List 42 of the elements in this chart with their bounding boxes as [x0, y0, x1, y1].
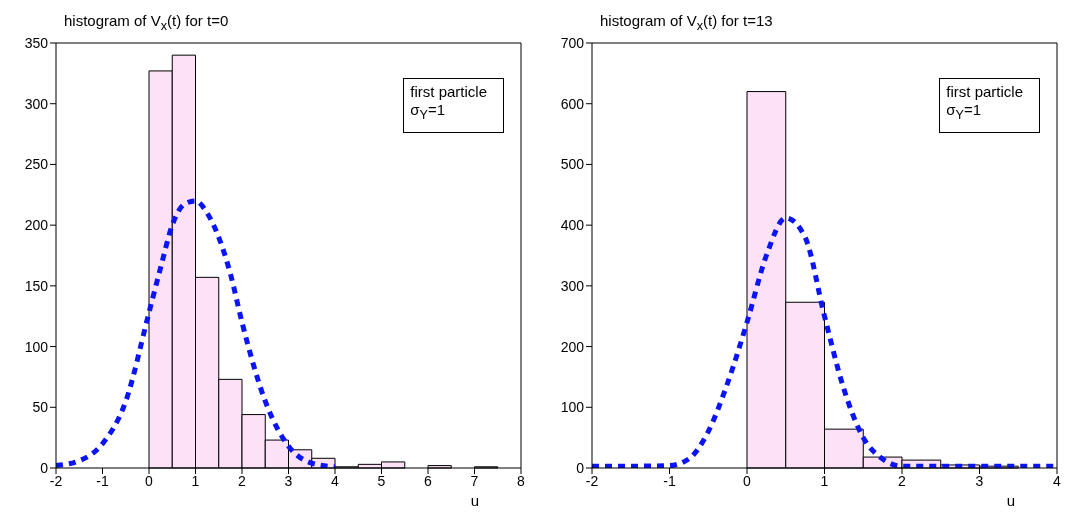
x-tick-label: -2	[585, 472, 599, 489]
y-tick-label: 200	[560, 338, 585, 355]
x-tick-label: -1	[96, 472, 109, 489]
y-tick-label: 100	[560, 399, 585, 416]
x-tick-label: 5	[377, 472, 386, 489]
y-tick-label: 400	[560, 217, 585, 234]
x-tick-label: 3	[284, 472, 293, 489]
x-tick-label: 1	[820, 472, 829, 489]
x-tick-label: 4	[331, 472, 340, 489]
x-tick-label: 3	[975, 472, 984, 489]
x-tick-label: -1	[663, 472, 676, 489]
x-tick-label: 4	[1053, 472, 1062, 489]
y-tick-label: 350	[24, 34, 49, 51]
annotation: σ$_{Y}$=1	[946, 101, 983, 124]
x-axis-title: u	[470, 492, 479, 509]
y-tick-label: 150	[24, 277, 49, 294]
y-tick-label: 300	[24, 95, 49, 112]
x-tick-label: 0	[145, 472, 154, 489]
y-tick-label: 0	[40, 459, 49, 476]
annotation: first particle	[410, 83, 487, 101]
y-tick-label: 300	[560, 277, 585, 294]
y-tick-label: 200	[24, 217, 49, 234]
annotation: first particle	[946, 83, 1023, 101]
y-tick-label: 50	[32, 399, 49, 416]
y-tick-label: 250	[24, 156, 49, 173]
x-tick-label: -2	[49, 472, 63, 489]
y-tick-label: 600	[560, 95, 585, 112]
y-tick-label: 0	[576, 459, 585, 476]
annotation: σ$_{Y}$=1	[410, 101, 447, 124]
x-tick-label: 0	[743, 472, 752, 489]
y-tick-label: 100	[24, 338, 49, 355]
x-tick-label: 7	[470, 472, 479, 489]
x-axis-title: u	[1006, 492, 1015, 509]
x-tick-label: 6	[424, 472, 433, 489]
chart-title: histogram of V$_{x}$(t) for t=13	[600, 12, 773, 33]
y-tick-label: 700	[560, 34, 585, 51]
y-tick-label: 500	[560, 156, 585, 173]
x-tick-label: 2	[898, 472, 907, 489]
chart-title: histogram of V$_{x}$(t) for t=0	[64, 12, 229, 33]
x-tick-label: 1	[191, 472, 200, 489]
x-tick-label: 8	[517, 472, 526, 489]
x-tick-label: 2	[238, 472, 247, 489]
